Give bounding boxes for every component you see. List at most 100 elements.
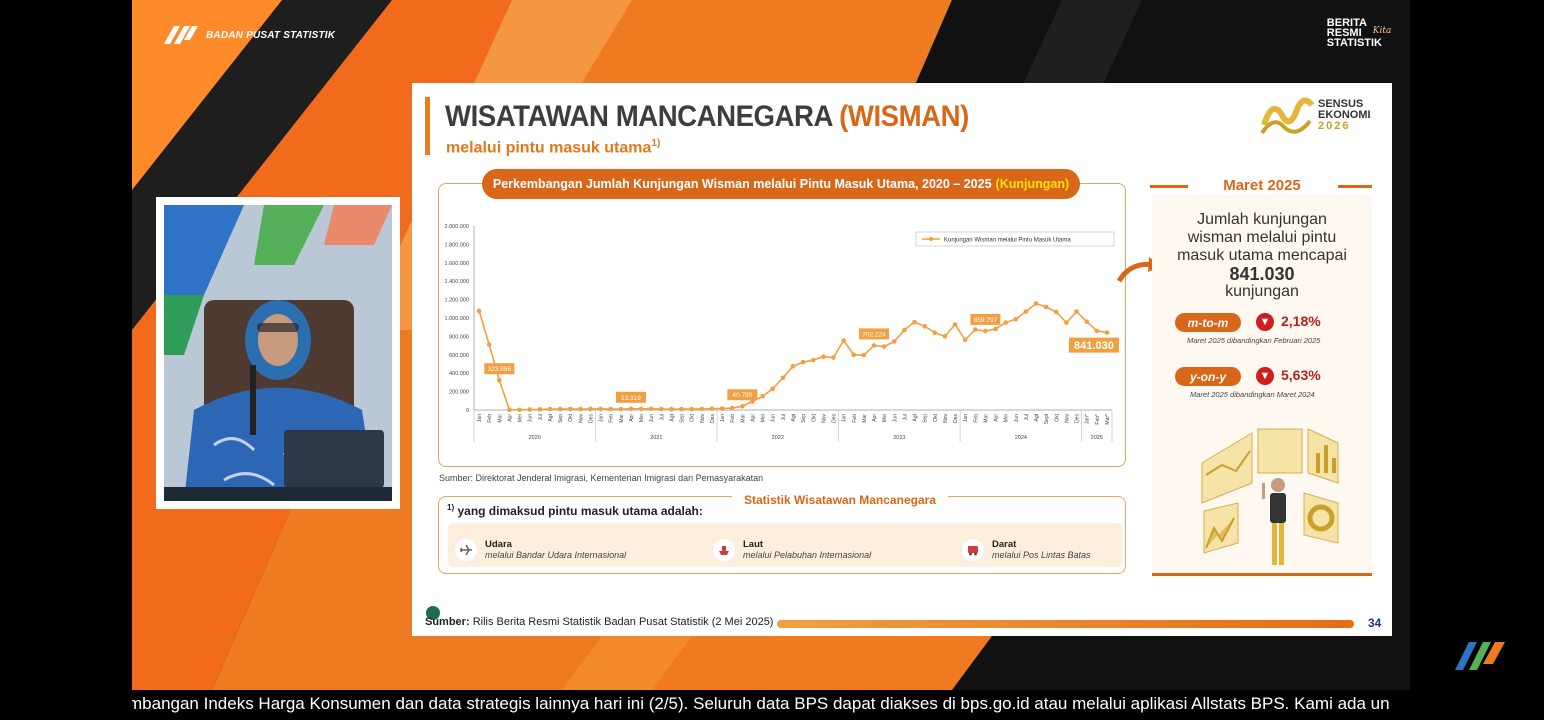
x-tick-label: Agt bbox=[669, 413, 675, 421]
yony-note: Maret 2025 dibandingkan Maret 2024 bbox=[1190, 390, 1315, 399]
y-tick-label: 1.800.000 bbox=[445, 242, 469, 248]
analyst-illustration bbox=[1201, 428, 1339, 565]
data-label: 13.319 bbox=[621, 395, 641, 402]
sensus-logo-text: SENSUS EKONOMI 2026 bbox=[1318, 99, 1371, 132]
chart-title-unit: (Kunjungan) bbox=[995, 177, 1070, 191]
data-point bbox=[648, 406, 654, 412]
stat-box-title: Statistik Wisatawan Mancanegara bbox=[732, 493, 948, 507]
x-tick-label: Mar bbox=[862, 414, 868, 423]
brs-logo-line: BERITA bbox=[1326, 17, 1367, 29]
x-tick-label: Des bbox=[1075, 414, 1081, 423]
stat-strip bbox=[448, 523, 1123, 567]
data-point bbox=[1003, 320, 1008, 325]
data-point bbox=[486, 342, 492, 347]
data-point bbox=[851, 352, 857, 358]
stat-intro-text: yang dimaksud pintu masuk utama adalah: bbox=[457, 504, 703, 518]
data-point bbox=[1094, 328, 1100, 334]
data-point bbox=[932, 330, 938, 336]
data-point bbox=[567, 406, 573, 412]
bps-logo-icon bbox=[164, 26, 198, 44]
x-tick-label: Nov bbox=[578, 414, 584, 423]
data-point bbox=[831, 355, 836, 360]
data-point bbox=[659, 406, 664, 412]
year-label: 2024 bbox=[1015, 435, 1027, 441]
data-point bbox=[841, 338, 846, 343]
x-tick-label: Feb bbox=[487, 414, 493, 423]
data-point bbox=[729, 405, 735, 411]
x-tick-label: Apr bbox=[750, 414, 756, 422]
slide-title-main: WISATAWAN MANCANEGARA bbox=[445, 100, 832, 133]
data-point bbox=[942, 334, 948, 339]
summary-line: Jumlah kunjungan bbox=[1197, 211, 1327, 228]
data-point bbox=[902, 327, 907, 333]
data-point bbox=[750, 399, 755, 404]
data-point bbox=[507, 407, 512, 413]
year-label: 2025 bbox=[1091, 435, 1103, 441]
bps-logo: BADAN PUSAT STATISTIK bbox=[160, 20, 335, 50]
brs-logo-kita: Kita bbox=[1372, 26, 1392, 36]
x-tick-label: Jan bbox=[842, 414, 848, 422]
right-panel-divider bbox=[1150, 185, 1188, 188]
data-label: 841.030 bbox=[1074, 340, 1114, 352]
footer-source-text: Rilis Berita Resmi Statistik Badan Pusat… bbox=[472, 616, 774, 628]
slide-subtitle-text: melalui pintu masuk utama bbox=[446, 139, 652, 157]
x-tick-label: Feb* bbox=[1095, 414, 1101, 425]
entry-desc: melalui Pelabuhan Internasional bbox=[743, 550, 872, 560]
data-label: 40.790 bbox=[732, 392, 752, 399]
speaker-video bbox=[156, 197, 400, 509]
speaker-video-feed bbox=[164, 205, 392, 501]
x-tick-label: Sep bbox=[801, 414, 807, 423]
x-tick-label: Mar bbox=[983, 414, 989, 423]
data-point bbox=[810, 357, 816, 363]
right-panel-divider bbox=[1338, 185, 1372, 188]
y-tick-label: 1.400.000 bbox=[445, 279, 469, 285]
slide-title-accent: (WISMAN) bbox=[839, 100, 969, 133]
x-tick-label: Mar bbox=[619, 414, 625, 423]
mtom-value: 2,18% bbox=[1281, 313, 1321, 329]
data-point bbox=[588, 406, 593, 412]
data-label-box bbox=[727, 389, 758, 401]
y-tick-label: 2.000.000 bbox=[445, 224, 469, 230]
x-tick-label: Feb bbox=[973, 414, 979, 423]
x-tick-label: Mar* bbox=[1105, 414, 1111, 425]
x-tick-label: Apr bbox=[629, 414, 635, 422]
page-number: 34 bbox=[1368, 616, 1382, 630]
footer-source: Sumber: Rilis Berita Resmi Statistik Bad… bbox=[425, 616, 773, 628]
footer-source-label: Sumber: bbox=[425, 616, 470, 628]
x-tick-label: Mei bbox=[518, 414, 524, 422]
airplane-icon bbox=[455, 539, 477, 561]
entry-desc: melalui Pos Lintas Batas bbox=[992, 550, 1091, 560]
y-tick-label: 800.000 bbox=[449, 334, 469, 340]
data-point bbox=[699, 406, 705, 412]
x-tick-label: Mar bbox=[497, 414, 503, 423]
data-label: 702.224 bbox=[862, 331, 886, 338]
summary-value: 841.030 bbox=[1229, 264, 1295, 284]
x-tick-label: Mei bbox=[761, 414, 767, 422]
x-tick-label: Sep bbox=[558, 414, 564, 423]
entry-udara: Udara melalui Bandar Udara Internasional bbox=[455, 539, 626, 561]
data-point bbox=[912, 319, 917, 325]
data-point bbox=[1084, 319, 1089, 324]
y-tick-label: 600.000 bbox=[449, 353, 469, 359]
sensus-logo-icon bbox=[1260, 97, 1315, 135]
x-tick-label: Feb bbox=[609, 414, 615, 423]
year-label: 2022 bbox=[772, 435, 784, 441]
data-label-box bbox=[615, 391, 646, 403]
data-point bbox=[557, 406, 563, 412]
x-tick-label: Agt bbox=[791, 413, 797, 421]
x-tick-label: Nov bbox=[943, 414, 949, 423]
data-point bbox=[719, 406, 725, 411]
y-tick-label: 1.000.000 bbox=[445, 316, 469, 322]
x-tick-label: Mei bbox=[1004, 414, 1010, 422]
right-panel-title: Maret 2025 bbox=[1223, 177, 1301, 194]
x-tick-label: Sep bbox=[680, 414, 686, 423]
y-tick-label: 200.000 bbox=[449, 390, 469, 396]
x-tick-label: Agt bbox=[1034, 413, 1040, 421]
data-point bbox=[608, 406, 614, 412]
bus-icon bbox=[962, 539, 984, 561]
x-tick-label: Mei bbox=[639, 414, 645, 422]
data-point bbox=[1023, 309, 1029, 314]
y-tick-label: 0 bbox=[466, 408, 469, 414]
presentation-slide: WISATAWAN MANCANEGARA (WISMAN) melalui p… bbox=[412, 83, 1392, 636]
data-point bbox=[952, 322, 958, 327]
